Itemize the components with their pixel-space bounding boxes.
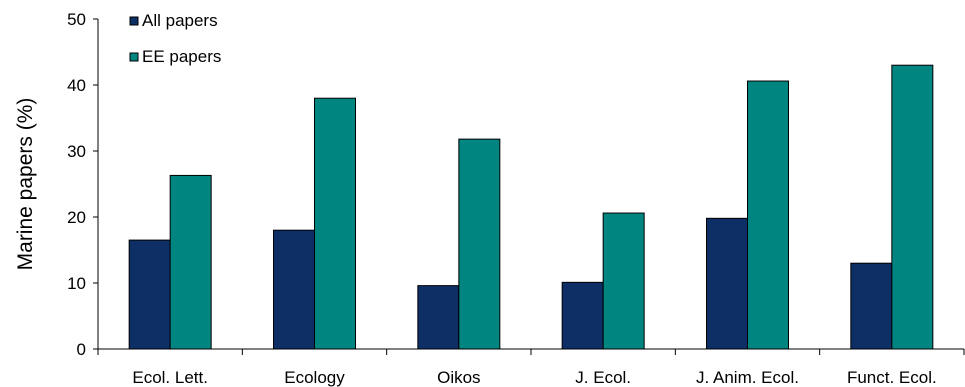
y-axis-title: Marine papers (%) xyxy=(14,98,37,271)
legend: All papers EE papers xyxy=(129,11,221,66)
bar-all-papers xyxy=(561,281,604,350)
bar-all-papers xyxy=(706,217,748,350)
legend-swatch xyxy=(129,52,139,62)
bar-ee-papers xyxy=(602,212,645,350)
y-ticks-group: 0 10 20 30 40 50 xyxy=(67,10,98,359)
legend-label: EE papers xyxy=(142,47,221,66)
y-tick-label: 10 xyxy=(67,274,86,293)
x-category-label: Funct. Ecol. xyxy=(847,368,937,387)
x-category-label: Oikos xyxy=(437,368,480,387)
bar-ee-papers xyxy=(169,174,212,350)
bar-ee-papers xyxy=(458,138,501,350)
bars-group xyxy=(128,64,934,350)
y-tick-label: 50 xyxy=(67,10,86,29)
x-category-label: Ecology xyxy=(284,368,345,387)
bar-all-papers xyxy=(850,262,893,350)
bar-ee-papers xyxy=(891,64,934,350)
x-categories-group: Ecol. Lett. Ecology Oikos J. Ecol. J. Anim. … xyxy=(132,368,936,387)
bar-all-papers xyxy=(417,285,460,350)
y-tick-label: 30 xyxy=(67,142,86,161)
axes-group xyxy=(97,19,965,355)
legend-label: All papers xyxy=(142,11,218,30)
y-tick-label: 20 xyxy=(67,208,86,227)
bar-all-papers xyxy=(273,229,315,350)
legend-swatch xyxy=(129,16,139,26)
x-category-label: J. Ecol. xyxy=(575,368,631,387)
y-tick-label: 40 xyxy=(67,76,86,95)
y-tick-label: 0 xyxy=(77,340,86,359)
x-category-label: Ecol. Lett. xyxy=(132,368,208,387)
bar-ee-papers xyxy=(747,80,789,350)
bar-ee-papers xyxy=(314,97,356,350)
bar-all-papers xyxy=(128,239,171,350)
x-category-label: J. Anim. Ecol. xyxy=(696,368,799,387)
